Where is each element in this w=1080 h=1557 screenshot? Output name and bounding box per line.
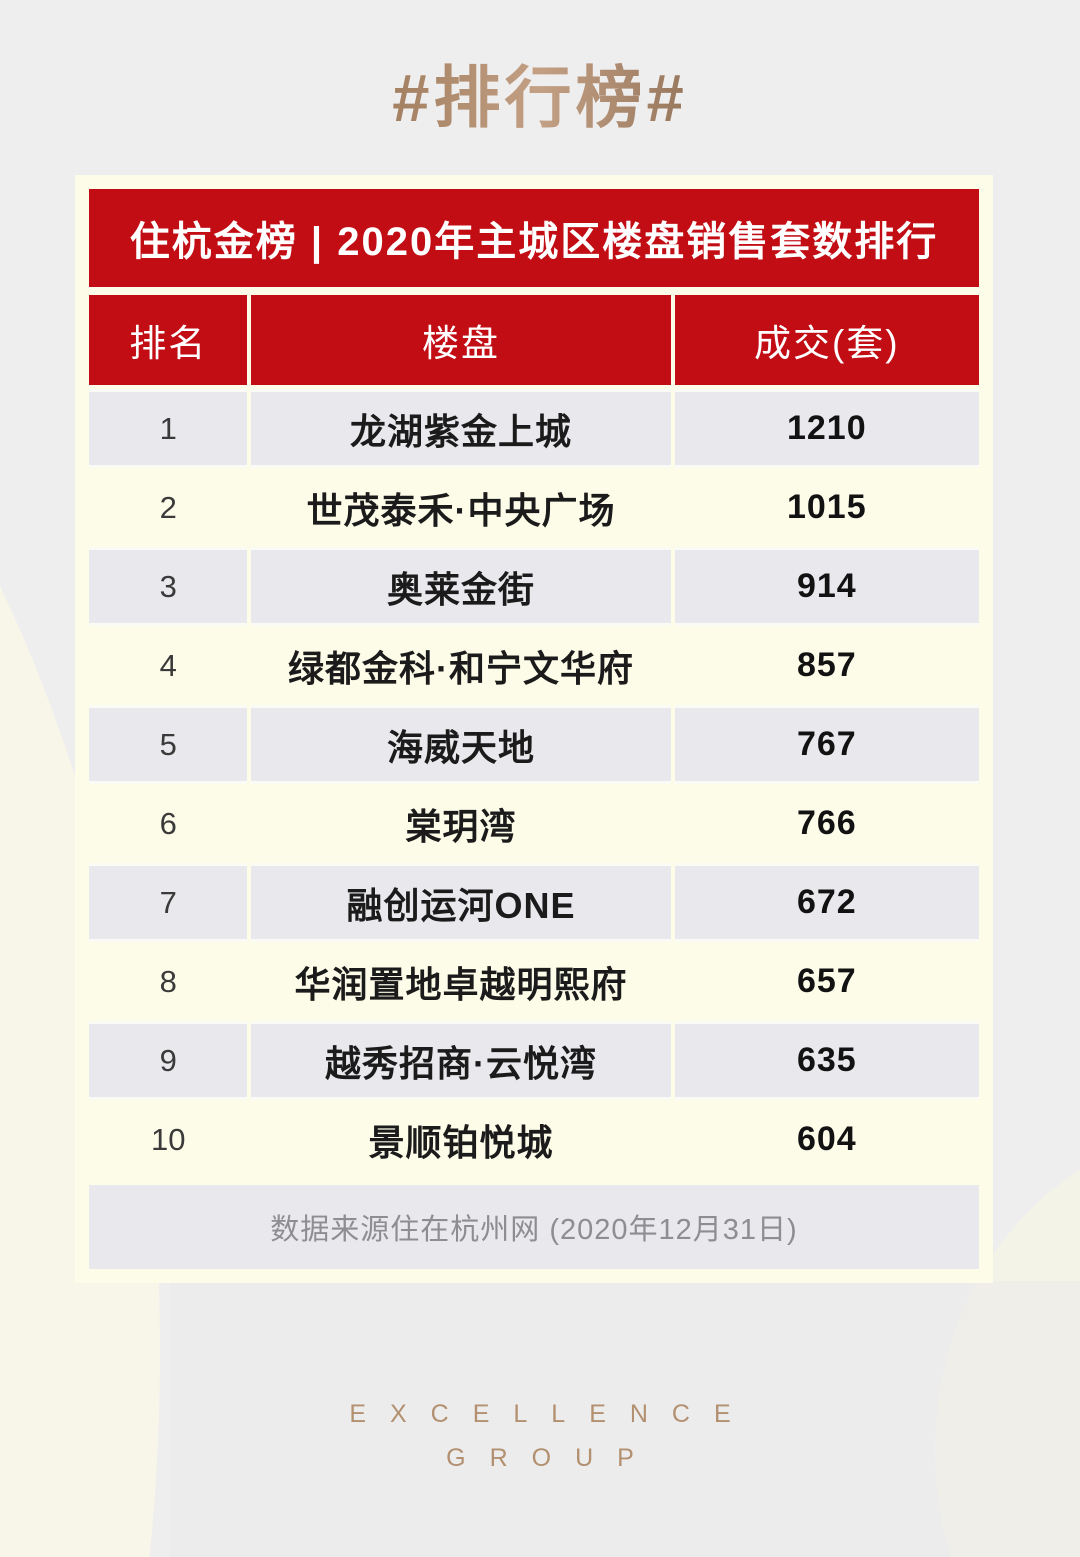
excellence-group-watermark: EXCELLENCE GROUP — [0, 1392, 1080, 1480]
property-name-cell: 融创运河ONE — [251, 863, 671, 942]
rank-cell: 8 — [159, 963, 177, 999]
property-name-cell: 海威天地 — [251, 705, 671, 784]
property-name-cell: 景顺铂悦城 — [368, 1121, 554, 1163]
rank-cell: 1 — [89, 389, 248, 468]
property-name-cell: 棠玥湾 — [405, 805, 517, 847]
rank-cell: 4 — [159, 647, 177, 683]
header-rank: 排名 — [89, 295, 248, 385]
table-body: 1 龙湖紫金上城 1210 2 世茂泰禾·中央广场 1015 3 奥莱金街 91… — [89, 389, 979, 1179]
watermark-line-2: GROUP — [446, 1444, 658, 1472]
deals-count-cell: 635 — [674, 1021, 979, 1100]
table-header-row: 排名 楼盘 成交(套) — [89, 295, 979, 385]
rank-cell: 7 — [89, 863, 248, 942]
table-row: 7 融创运河ONE 672 — [89, 863, 979, 942]
watermark-line-1: EXCELLENCE — [349, 1400, 755, 1428]
property-name-cell: 绿都金科·和宁文华府 — [288, 647, 635, 689]
deals-count-cell: 914 — [674, 547, 979, 626]
property-name-cell: 越秀招商·云悦湾 — [251, 1021, 671, 1100]
table-row: 1 龙湖紫金上城 1210 — [89, 389, 979, 468]
property-name-cell: 奥莱金街 — [251, 547, 671, 626]
ranking-card: 住杭金榜 | 2020年主城区楼盘销售套数排行 排名 楼盘 成交(套) 1 龙湖… — [75, 175, 993, 1283]
header-property: 楼盘 — [251, 295, 671, 385]
table-row: 6 棠玥湾 766 — [89, 784, 979, 863]
deals-count-cell: 857 — [796, 646, 857, 684]
table-row: 5 海威天地 767 — [89, 705, 979, 784]
rank-cell: 6 — [159, 805, 177, 841]
deals-count-cell: 1015 — [786, 488, 867, 526]
rank-cell: 3 — [89, 547, 248, 626]
table-row: 2 世茂泰禾·中央广场 1015 — [89, 468, 979, 547]
deals-count-cell: 604 — [796, 1120, 857, 1158]
deals-count-cell: 767 — [674, 705, 979, 784]
deals-count-cell: 766 — [796, 804, 857, 842]
property-name-cell: 世茂泰禾·中央广场 — [306, 489, 616, 531]
card-banner: 住杭金榜 | 2020年主城区楼盘销售套数排行 — [89, 189, 979, 287]
table-row: 10 景顺铂悦城 604 — [89, 1100, 979, 1179]
table-row: 9 越秀招商·云悦湾 635 — [89, 1021, 979, 1100]
rank-cell: 9 — [89, 1021, 248, 1100]
deals-count-cell: 657 — [796, 962, 857, 1000]
rank-cell: 2 — [159, 489, 177, 525]
rank-cell: 5 — [89, 705, 248, 784]
rank-cell: 10 — [150, 1121, 186, 1157]
deals-count-cell: 1210 — [674, 389, 979, 468]
banner-title: 住杭金榜 | 2020年主城区楼盘销售套数排行 — [129, 220, 939, 264]
deals-count-cell: 672 — [674, 863, 979, 942]
table-row: 3 奥莱金街 914 — [89, 547, 979, 626]
table-row: 8 华润置地卓越明熙府 657 — [89, 942, 979, 1021]
header-deals: 成交(套) — [674, 295, 979, 385]
property-name-cell: 华润置地卓越明熙府 — [294, 963, 628, 1005]
page-title: #排行榜# — [0, 44, 1080, 141]
data-source-note: 数据来源住在杭州网 (2020年12月31日) — [89, 1185, 979, 1269]
table-row: 4 绿都金科·和宁文华府 857 — [89, 626, 979, 705]
property-name-cell: 龙湖紫金上城 — [251, 389, 671, 468]
